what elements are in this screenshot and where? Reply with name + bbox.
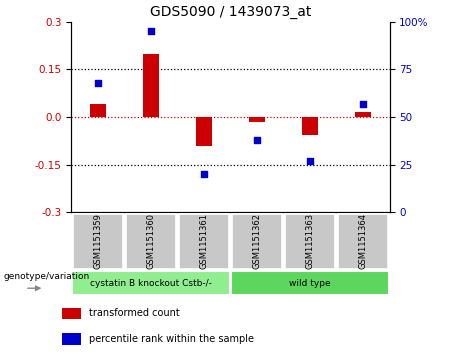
Bar [62, 334, 81, 344]
Bar [125, 213, 177, 269]
Text: cystatin B knockout Cstb-/-: cystatin B knockout Cstb-/- [90, 279, 212, 287]
Bar [249, 117, 265, 122]
Point [200, 171, 207, 177]
Bar [196, 117, 212, 146]
Bar [72, 271, 230, 295]
Text: percentile rank within the sample: percentile rank within the sample [89, 334, 254, 344]
Bar [284, 213, 336, 269]
Bar [337, 213, 389, 269]
Text: GSM1151363: GSM1151363 [306, 213, 314, 269]
Bar [231, 213, 283, 269]
Text: GSM1151359: GSM1151359 [94, 213, 102, 269]
Point [148, 28, 155, 34]
Text: genotype/variation: genotype/variation [4, 272, 90, 281]
Text: GSM1151360: GSM1151360 [147, 213, 155, 269]
Text: wild type: wild type [289, 279, 331, 287]
Bar [231, 271, 389, 295]
Point [306, 158, 313, 164]
Text: GSM1151364: GSM1151364 [359, 213, 367, 269]
Bar [62, 307, 81, 319]
Point [254, 137, 261, 143]
Text: GSM1151361: GSM1151361 [200, 213, 208, 269]
Point [359, 101, 366, 107]
Bar [355, 112, 371, 117]
Bar [90, 105, 106, 117]
Point [94, 80, 101, 86]
Bar [178, 213, 230, 269]
Text: GSM1151362: GSM1151362 [253, 213, 261, 269]
Bar [72, 213, 124, 269]
Bar [302, 117, 318, 135]
Text: transformed count: transformed count [89, 308, 180, 318]
Title: GDS5090 / 1439073_at: GDS5090 / 1439073_at [150, 5, 311, 19]
Bar [143, 54, 159, 117]
